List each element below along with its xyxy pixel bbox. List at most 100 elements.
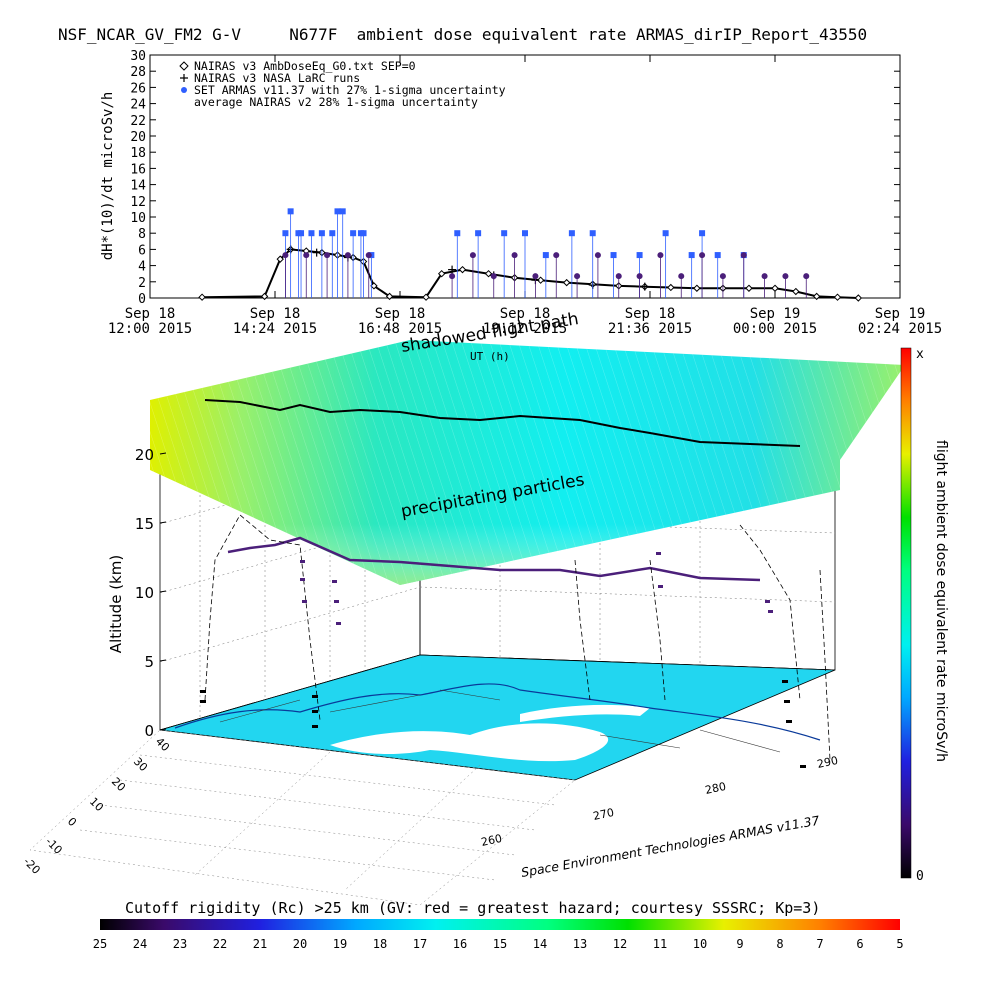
legend-item-armas: SET ARMAS v11.37 with 27% 1-sigma uncert… [181, 83, 506, 97]
y-tick-label: 12 [130, 195, 146, 210]
cutoff-tick-label: 24 [133, 937, 147, 951]
x-tick-label: Sep 18 [500, 306, 551, 322]
x-tick-label: 00:00 2015 [733, 321, 817, 337]
armas-point [636, 252, 643, 259]
nairas-v3-point [370, 282, 378, 290]
nairas-v3-point [422, 293, 430, 301]
nairas-v2-point [699, 252, 706, 259]
armas-point [287, 208, 294, 215]
altitude-tick-mark [159, 728, 167, 731]
cutoff-tick-label: 16 [453, 937, 467, 951]
cutoff-tick-label: 21 [253, 937, 267, 951]
armas-point [329, 230, 336, 237]
nairas-v2-point [740, 252, 747, 259]
y-tick-label: 18 [130, 146, 146, 161]
armas-point [360, 230, 367, 237]
armas-point [699, 230, 706, 237]
nairas-v2-point [761, 273, 768, 280]
altitude-tick-label: 5 [144, 653, 154, 671]
y-tick-label: 6 [138, 243, 146, 258]
altitude-tick-mark [159, 659, 167, 662]
armas-point [334, 208, 341, 215]
longitude-ticks: 260 270 280 290 [480, 754, 839, 849]
cutoff-tick-label: 9 [736, 937, 743, 951]
x-tick-label: Sep 18 [250, 306, 301, 322]
latitude-tick-label: -20 [21, 855, 43, 877]
dose-colorbar: x 0 flight ambient dose equivalent rate … [900, 347, 949, 884]
cutoff-tick-label: 25 [93, 937, 107, 951]
x-tick-label: Sep 19 [875, 306, 926, 322]
caribbean-region [520, 704, 650, 722]
x-tick-label: 16:48 2015 [358, 321, 442, 337]
flight-track-shadow [204, 399, 801, 447]
nairas-v3-point [536, 276, 545, 284]
longitude-tick-label: 270 [592, 806, 615, 823]
nairas-v2-point [344, 252, 351, 259]
lat-grid-lines [79, 751, 556, 891]
nairas-v2-point [511, 252, 518, 259]
x-tick-label: Sep 18 [625, 306, 676, 322]
altitude-dose-dots [300, 552, 773, 625]
armas-point [714, 252, 721, 259]
larc-point [448, 265, 457, 274]
dose-colorbar-top-label: x [916, 347, 924, 362]
armas-point [501, 230, 508, 237]
top-chart: dH*(10)/dt microSv/h 0246810121416182022… [100, 49, 942, 337]
y-tick-label: 24 [130, 98, 146, 113]
legend-label-nairas-v2: average NAIRAS v2 28% 1-sigma uncertaint… [194, 95, 478, 109]
cutoff-rigidity-colorbar: Cutoff rigidity (Rc) >25 km (GV: red = g… [93, 899, 904, 951]
y-tick-label: 2 [138, 276, 146, 291]
nairas-v2-point [574, 273, 581, 280]
nairas-v3-point [693, 284, 701, 292]
cutoff-rigidity-ticks: 25 24 23 22 21 20 19 18 17 16 15 14 13 12 11 10 9 8 7 6 5 [93, 937, 904, 951]
altitude-tick-label: 15 [135, 515, 154, 533]
x-tick-label: 02:24 2015 [858, 321, 942, 337]
cutoff-tick-label: 14 [533, 937, 547, 951]
nairas-v3-point [276, 255, 284, 263]
nairas-v2-point [803, 273, 810, 280]
armas-point [350, 230, 357, 237]
figure-title: NSF_NCAR_GV_FM2 G-V N677F ambient dose e… [58, 25, 867, 44]
cutoff-tick-label: 18 [373, 937, 387, 951]
cutoff-tick-label: 20 [293, 937, 307, 951]
coastline [174, 683, 821, 741]
nairas-v3-point [198, 293, 206, 301]
altitude-tick-label: 10 [135, 584, 154, 602]
dose-colorbar-title: flight ambient dose equivalent rate micr… [933, 440, 949, 762]
larc-point [312, 248, 321, 257]
x-tick-label: 21:36 2015 [608, 321, 692, 337]
latitude-tick-label: 30 [131, 755, 150, 774]
nairas-v2-point [719, 273, 726, 280]
x-tick-label: 19:12 2015 [483, 321, 567, 337]
altitude-axis-label: Altitude (km) [107, 555, 125, 653]
legend-item-nairas-v3: NAIRAS v3 AmbDoseEq_G0.txt SEP=0 [179, 59, 416, 73]
cutoff-tick-label: 11 [653, 937, 667, 951]
cutoff-tick-label: 8 [776, 937, 783, 951]
y-tick-label: 16 [130, 162, 146, 177]
nairas-v3-point [854, 294, 863, 302]
armas-point [662, 230, 669, 237]
longitude-tick-label: 260 [480, 832, 503, 849]
ocean-region [330, 723, 609, 762]
x-tick-label: Sep 19 [750, 306, 801, 322]
cutoff-tick-label: 5 [896, 937, 903, 951]
cutoff-rigidity-gradient [100, 919, 900, 930]
altitude-tick-mark [159, 590, 167, 593]
legend-label-armas: SET ARMAS v11.37 with 27% 1-sigma uncert… [194, 83, 506, 97]
nairas-v3-line [202, 248, 859, 299]
y-tick-label: 26 [130, 81, 146, 96]
nairas-v2-point [553, 252, 560, 259]
latitude-tick-label: 40 [153, 735, 172, 754]
latitude-tick-label: 20 [109, 775, 128, 794]
x-tick-label: Sep 18 [375, 306, 426, 322]
legend-label-nairas-v3: NAIRAS v3 AmbDoseEq_G0.txt SEP=0 [194, 59, 416, 73]
armas-point [610, 252, 617, 259]
cutoff-tick-label: 15 [493, 937, 507, 951]
nairas-v2-point [636, 273, 643, 280]
latitude-tick-label: 10 [87, 795, 106, 814]
cutoff-tick-label: 19 [333, 937, 347, 951]
y-tick-label: 30 [130, 49, 146, 64]
x-tick-label: 12:00 2015 [108, 321, 192, 337]
